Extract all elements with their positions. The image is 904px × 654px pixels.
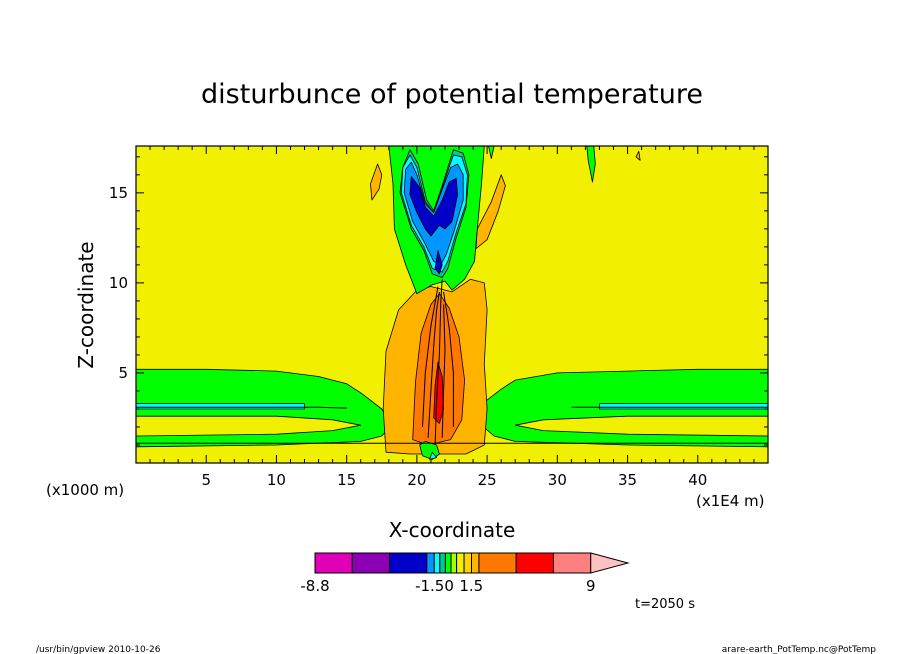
contour-line-7: [443, 291, 454, 427]
colorbar-segment-0: [314, 552, 353, 574]
contour-line-6: [422, 286, 439, 428]
contour-region-7: [370, 163, 383, 201]
contour-line-3: [427, 291, 440, 438]
contour-region-8: [475, 174, 506, 250]
footer-left: /usr/bin/gpview 2010-10-26: [36, 645, 161, 654]
chart-title: disturbunce of potential temperature: [201, 79, 703, 110]
colorbar-segment-13: [552, 552, 592, 574]
contour-region-14: [586, 146, 596, 183]
contour-region-4: [136, 403, 305, 410]
x-tick-label-15: 15: [337, 471, 356, 489]
colorbar-label-2: 1.5: [459, 577, 483, 595]
contour-region-5: [599, 403, 768, 410]
colorbar-segment-4: [433, 552, 441, 574]
axis-ticks: 5 10 15 20 25 30 35 40 5 10 15: [109, 146, 768, 489]
colorbar-label-0: -8.8: [300, 577, 329, 595]
colorbar-segment-2: [389, 552, 428, 574]
contour-region-21: [429, 451, 438, 460]
contour-region-9: [635, 150, 641, 161]
y-axis-label: Z-coordinate: [74, 241, 98, 368]
colorbar-segment-6: [444, 552, 452, 574]
y-unit-label: (x1000 m): [46, 481, 124, 499]
contour-region-20: [434, 250, 443, 275]
x-unit-label: (x1E4 m): [696, 492, 765, 510]
colorbar-segment-9: [463, 552, 472, 574]
contour-fills: [136, 146, 768, 460]
plot-area: 5 10 15 20 25 30 35 40 5 10 15: [109, 145, 769, 489]
contour-line-4: [441, 304, 446, 438]
x-tick-label-40: 40: [688, 471, 707, 489]
colorbar-segment-12: [515, 552, 554, 574]
x-tick-label-35: 35: [618, 471, 637, 489]
colorbar-label-3: 9: [586, 577, 596, 595]
colorbar-segment-5: [439, 552, 446, 574]
colorbar-segment-14: [590, 552, 630, 574]
time-label: t=2050 s: [635, 597, 695, 612]
contour-line-5: [434, 279, 443, 446]
colorbar-segment-3: [426, 552, 435, 574]
x-tick-label-10: 10: [267, 471, 286, 489]
contour-region-3: [514, 415, 768, 437]
x-tick-label-5: 5: [201, 471, 211, 489]
y-tick-label-15: 15: [109, 184, 128, 202]
y-tick-label-5: 5: [118, 364, 128, 382]
plot-frame: [135, 145, 769, 464]
colorbar-labels: -8.8 -1.50 1.5 9: [300, 577, 595, 595]
colorbar-segment-1: [351, 552, 391, 574]
colorbar-label-1: -1.50: [415, 577, 454, 595]
x-tick-label-20: 20: [407, 471, 426, 489]
footer-right: arare-earth_PotTemp.nc@PotTemp: [722, 645, 877, 654]
contour-region-13: [488, 146, 495, 160]
colorbar-segment-11: [478, 552, 517, 574]
x-tick-label-30: 30: [548, 471, 567, 489]
x-tick-label-25: 25: [478, 471, 497, 489]
x-axis-label: X-coordinate: [389, 518, 516, 542]
colorbar: [314, 552, 630, 574]
contour-lines: [136, 279, 768, 446]
colorbar-segment-7: [450, 552, 458, 574]
colorbar-segment-8: [456, 552, 465, 574]
contour-region-2: [136, 415, 362, 437]
colorbar-segment-10: [471, 552, 480, 574]
contour-line-1: [136, 406, 347, 409]
y-tick-label-10: 10: [109, 274, 128, 292]
contour-region-19: [409, 176, 459, 237]
